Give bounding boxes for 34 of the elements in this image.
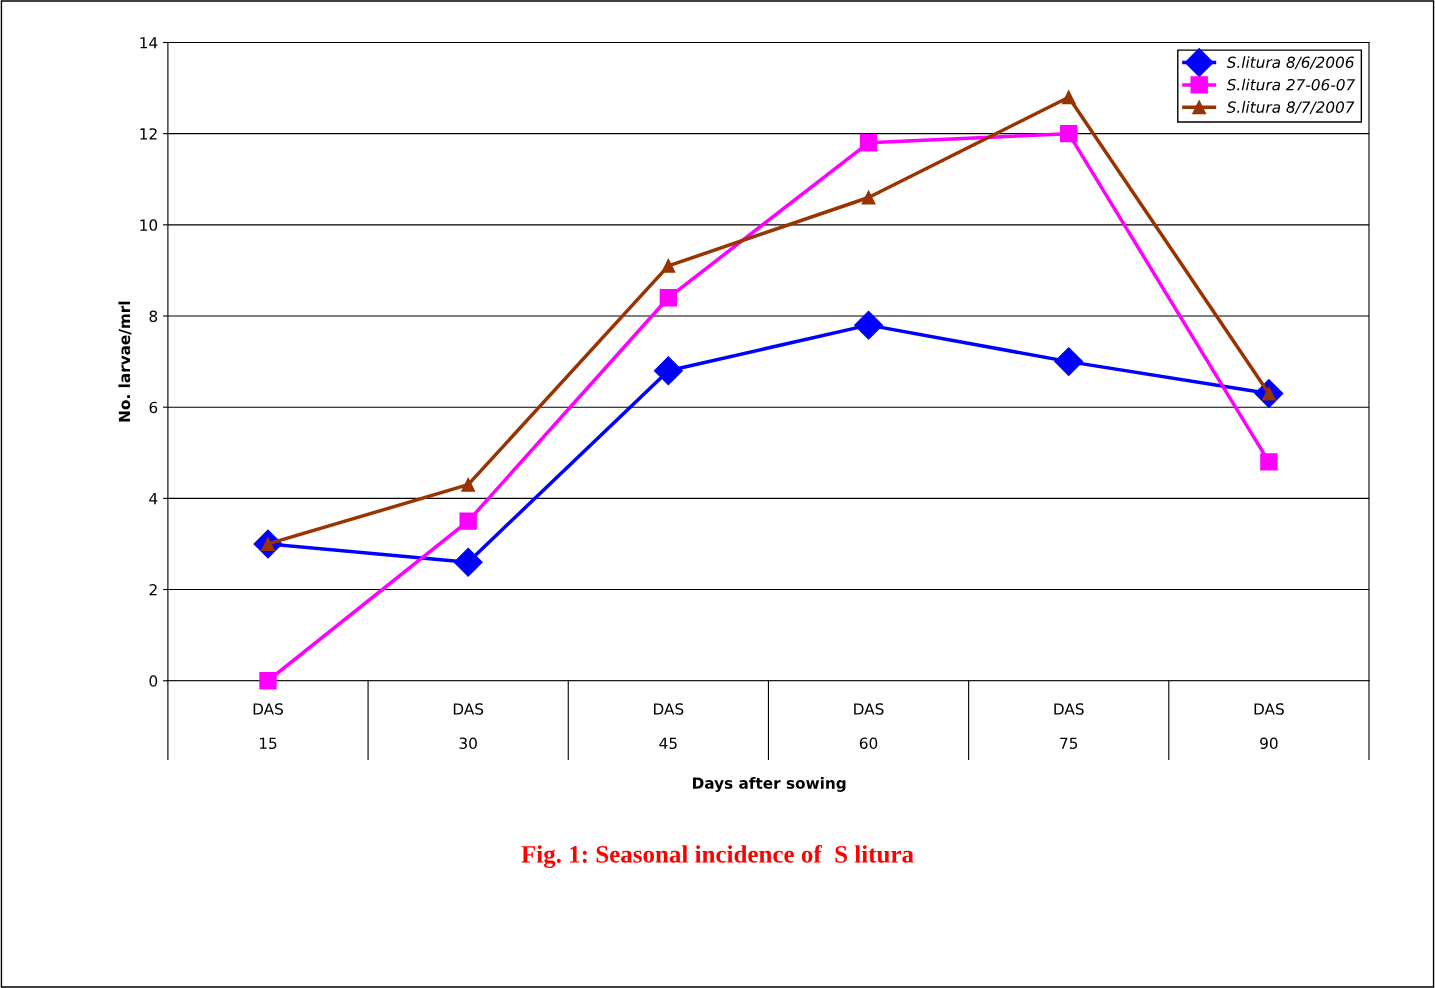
point [259,672,277,690]
category-label: DAS 90 [1254,703,1284,749]
point [1060,124,1078,143]
category-label: DAS 45 [654,703,684,749]
y-axis-title: No. larvae/mrl [118,301,132,422]
y-tick-label: 14 [140,37,158,49]
y-tick-label: 8 [149,310,158,323]
legend-label: S.litura 27-06-07 [1226,78,1356,91]
y-tick-label: 6 [149,401,158,414]
y-tick-label: 4 [149,493,158,505]
point [453,547,483,577]
category-label: DAS 30 [453,703,484,749]
point [459,512,477,530]
category-label: DAS 75 [1054,703,1084,749]
text: Days after sowing [693,777,846,792]
text: Fig. 1: Seasonal incidence of S litura [521,844,914,869]
y-tick-label: 0 [149,675,158,687]
y-tick-label: 10 [140,219,158,231]
point [659,289,678,307]
point [861,190,876,205]
point [854,310,883,340]
point [859,134,878,152]
point [661,258,676,273]
y-tick-label: 2 [149,584,157,596]
legend-label: S.litura 8/6/2006 [1226,56,1354,70]
point [653,356,683,386]
point [1061,90,1076,105]
y-tick-label: 12 [140,128,157,140]
point [1260,453,1278,471]
legend-label: S.litura 8/7/2007 [1226,101,1355,115]
category-label: DAS 60 [854,703,884,749]
point [1054,347,1084,377]
point [461,477,476,492]
category-label: DAS 15 [253,703,283,749]
